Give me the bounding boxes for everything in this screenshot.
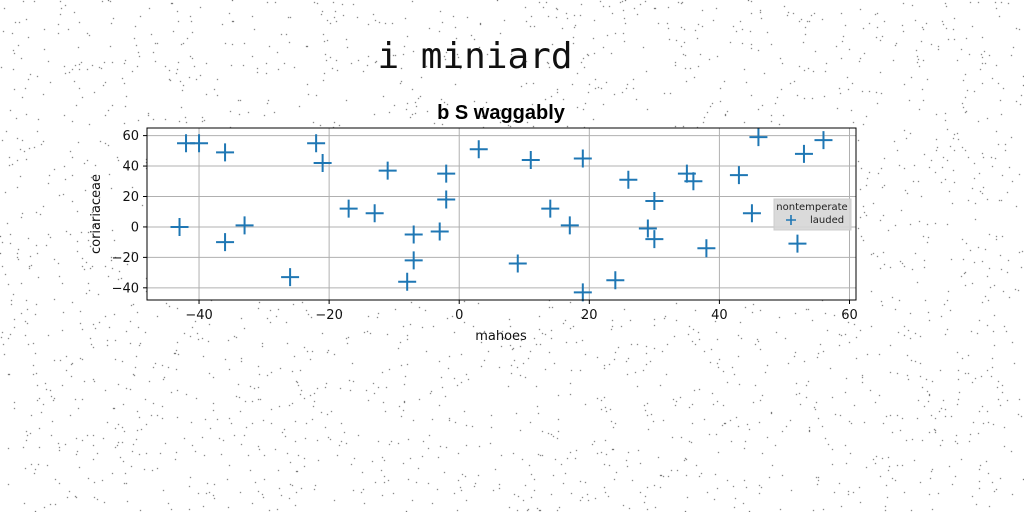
data-point: [430, 222, 449, 241]
x-tick-label: 60: [841, 308, 858, 323]
data-point: [697, 239, 716, 258]
data-point: [170, 217, 189, 236]
data-point: [521, 150, 540, 169]
data-point: [437, 190, 456, 209]
y-tick-label: 0: [131, 220, 139, 235]
x-tick-label: 40: [711, 308, 728, 323]
data-point: [749, 128, 768, 147]
legend-marker-plus: [786, 215, 796, 225]
data-point: [684, 172, 703, 191]
data-point: [313, 154, 332, 173]
data-point: [339, 199, 358, 218]
y-tick-label: 40: [122, 160, 139, 175]
data-point: [645, 192, 664, 211]
y-axis-label: coriariaceae: [89, 174, 104, 254]
data-point: [742, 204, 761, 223]
data-point: [814, 131, 833, 150]
data-point: [619, 170, 638, 189]
y-tick-label: 60: [122, 129, 139, 144]
data-point: [788, 234, 807, 253]
data-point: [573, 283, 592, 302]
data-points: [170, 128, 833, 302]
figure-title: i miniard: [377, 36, 573, 77]
legend-marker-lauded: [786, 215, 796, 225]
x-axis-label: mahoes: [475, 329, 527, 344]
data-point: [645, 230, 664, 249]
x-tick-label: −40: [185, 308, 212, 323]
plot-frame: [146, 127, 857, 301]
y-tick-label: −20: [112, 251, 139, 266]
data-point: [307, 134, 326, 153]
data-point: [216, 143, 235, 162]
x-tick-label: 20: [581, 308, 598, 323]
x-axis-ticks: −40 −20 0 20 40 60: [185, 300, 858, 323]
data-point: [404, 225, 423, 244]
legend-label-lauded: lauded: [810, 215, 844, 226]
data-point: [378, 161, 397, 180]
x-tick-label: −20: [315, 308, 342, 323]
y-tick-label: −40: [112, 281, 139, 296]
data-point: [216, 233, 235, 252]
legend-box: [773, 198, 852, 231]
legend: nontemperate lauded: [773, 198, 852, 231]
legend-title: nontemperate: [776, 202, 847, 213]
data-point: [365, 204, 384, 223]
data-point: [794, 144, 813, 163]
data-point: [541, 199, 560, 218]
grid-lines: [147, 128, 856, 300]
data-point: [606, 271, 625, 290]
data-point: [573, 149, 592, 168]
y-tick-label: 20: [122, 190, 139, 205]
y-axis-ticks: −40 −20 0 20 40 60: [112, 129, 147, 296]
data-point: [235, 216, 254, 235]
data-point: [404, 251, 423, 270]
data-point: [508, 254, 527, 273]
data-point: [729, 166, 748, 185]
data-point: [190, 134, 209, 153]
data-point: [469, 140, 488, 159]
x-tick-label: 0: [455, 308, 463, 323]
chart-title: b S waggably: [437, 102, 566, 124]
data-point: [638, 219, 657, 238]
data-point: [281, 268, 300, 287]
data-point: [437, 164, 456, 183]
data-point: [560, 216, 579, 235]
data-point: [398, 272, 417, 291]
plot-area: [147, 128, 856, 300]
